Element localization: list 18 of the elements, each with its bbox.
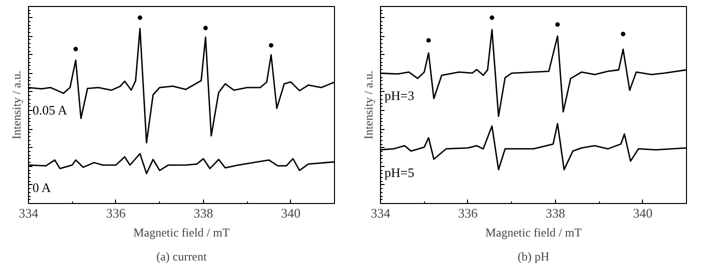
legend-label: 0 A [32,180,52,196]
x-tick-label: 334 [370,206,391,220]
x-tick-label: 336 [106,206,126,220]
x-tick-label: 334 [18,206,39,220]
legend-label: pH=3 [384,88,414,104]
legend-label: pH=5 [384,164,414,180]
x-tick-label: 338 [194,206,214,220]
y-axis-title: Intensity / a.u. [362,70,376,140]
text: (a) current [156,250,208,264]
y-axis-title: Intensity / a.u. [10,70,24,140]
text: (b) pH [518,250,550,264]
x-tick-label: 338 [546,206,566,220]
x-tick-label: 340 [281,206,301,220]
x-axis-title: Magnetic field / mT [485,226,582,240]
legend-label: 0.05 A [32,102,68,118]
x-tick-label: 340 [633,206,653,220]
x-axis-title: Magnetic field / mT [133,226,230,240]
x-tick-label: 336 [458,206,478,220]
